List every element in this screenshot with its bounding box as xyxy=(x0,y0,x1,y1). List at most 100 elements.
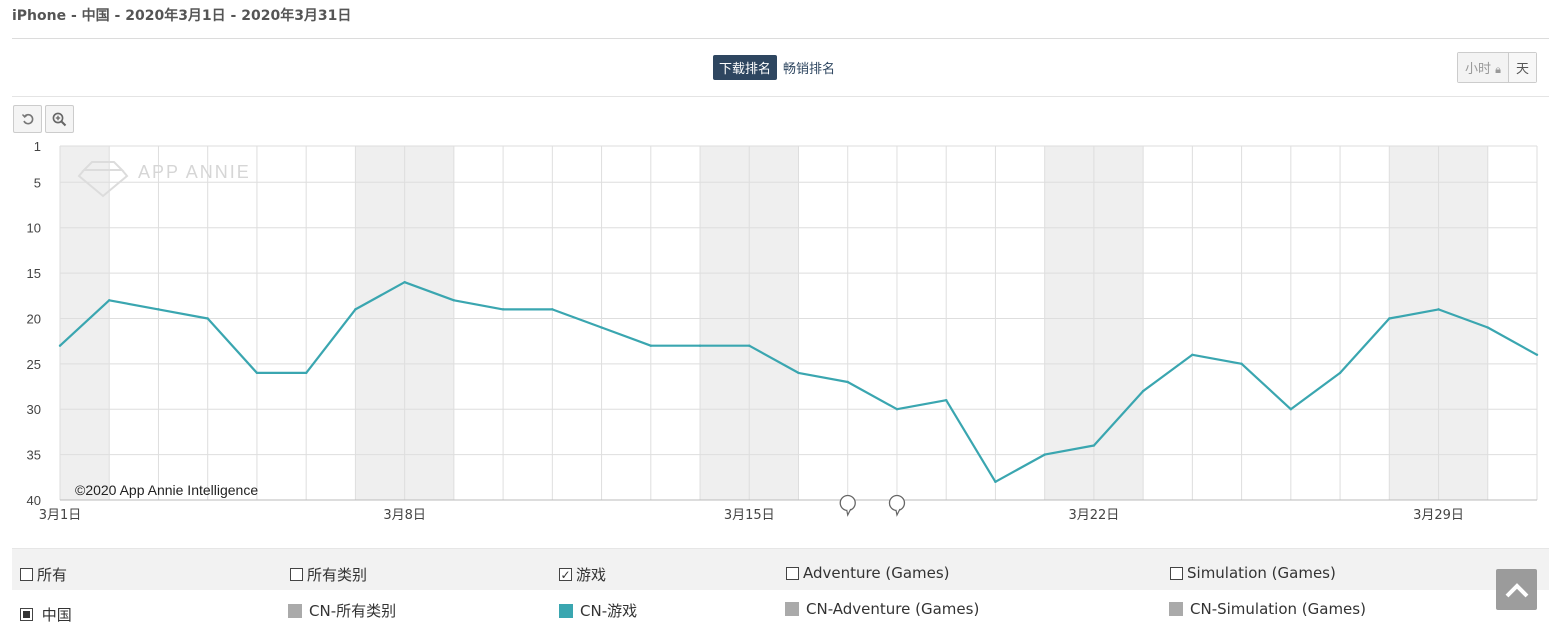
data-point xyxy=(698,344,702,347)
y-tick-label: 25 xyxy=(27,357,41,372)
data-point xyxy=(1092,444,1096,447)
data-point xyxy=(255,371,259,375)
data-point xyxy=(649,344,652,347)
y-tick-label: 40 xyxy=(27,493,41,508)
legend-swatch xyxy=(785,602,799,616)
checkbox[interactable] xyxy=(1170,566,1183,580)
legend-item[interactable]: CN-所有类别 xyxy=(288,600,396,621)
legend-label: CN-Adventure (Games) xyxy=(806,600,980,618)
grossing-rank-tab[interactable]: 畅销排名 xyxy=(783,62,836,77)
day-button[interactable]: 天 xyxy=(1508,53,1537,82)
granularity-toggle: 小时 🔒︎ 天 xyxy=(1457,52,1538,83)
data-point xyxy=(994,480,997,484)
filter-games[interactable]: ✓ 游戏 xyxy=(559,564,606,585)
divider xyxy=(12,96,1549,97)
y-tick-label: 35 xyxy=(27,448,41,463)
filter-simulation[interactable]: Simulation (Games) xyxy=(1170,564,1336,582)
filter-row: 所有 所有类别 ✓ 游戏 Adventure (Games) Simulation… xyxy=(12,548,1549,591)
x-tick-label: 3月22日 xyxy=(1068,508,1119,523)
data-point xyxy=(1289,408,1293,411)
watermark: APP ANNIE xyxy=(77,161,251,198)
data-point xyxy=(1141,389,1145,393)
annotation-marker xyxy=(839,494,856,517)
y-tick-label: 1 xyxy=(34,139,41,154)
lock-icon: 🔒︎ xyxy=(1495,63,1502,76)
data-point xyxy=(1388,317,1391,320)
checkbox[interactable] xyxy=(20,568,33,581)
zoom-button[interactable] xyxy=(45,105,74,133)
hour-button[interactable]: 小时 🔒︎ xyxy=(1458,53,1509,82)
annotation-tail xyxy=(846,508,852,517)
app-annie-logo-icon xyxy=(77,161,129,198)
checkbox[interactable] xyxy=(786,566,799,580)
legend-swatch xyxy=(1169,602,1183,616)
data-point xyxy=(797,371,800,375)
data-point xyxy=(1240,362,1243,366)
y-tick-label: 5 xyxy=(34,175,41,190)
y-tick-label: 10 xyxy=(27,221,41,236)
data-point xyxy=(304,371,308,375)
page-title: iPhone - 中国 - 2020年3月1日 - 2020年3月31日 xyxy=(12,8,352,24)
data-point xyxy=(108,299,111,302)
data-point xyxy=(1191,353,1194,356)
data-point xyxy=(206,317,209,320)
checkbox-checked[interactable]: ✓ xyxy=(559,567,572,582)
y-tick-label: 30 xyxy=(27,402,41,417)
data-point xyxy=(846,380,849,384)
data-point xyxy=(403,280,406,284)
legend-label: CN-游戏 xyxy=(580,602,638,620)
x-tick-label: 3月29日 xyxy=(1413,508,1464,523)
data-point xyxy=(1043,453,1046,456)
legend-label: CN-所有类别 xyxy=(309,602,397,620)
chart-credit: ©2020 App Annie Intelligence xyxy=(75,482,258,498)
filter-simulation-label: Simulation (Games) xyxy=(1187,564,1336,582)
annotation-bubble xyxy=(839,494,856,512)
annotation-bubble xyxy=(888,494,906,512)
filter-adventure[interactable]: Adventure (Games) xyxy=(786,564,950,582)
filter-all-categories[interactable]: 所有类别 xyxy=(290,564,367,585)
divider xyxy=(12,38,1549,39)
country-label: 中国 xyxy=(41,606,72,624)
x-tick-label: 3月8日 xyxy=(383,508,426,523)
country-toggle[interactable]: 中国 xyxy=(20,604,72,625)
data-point xyxy=(58,344,62,347)
filter-games-label: 游戏 xyxy=(576,566,607,584)
x-tick-label: 3月15日 xyxy=(724,508,775,523)
y-tick-label: 20 xyxy=(27,311,41,326)
legend-label: CN-Simulation (Games) xyxy=(1190,600,1366,618)
data-point xyxy=(157,308,160,311)
filter-all-categories-label: 所有类别 xyxy=(307,566,368,584)
checkbox[interactable] xyxy=(290,568,303,581)
y-tick-label: 15 xyxy=(27,266,41,281)
data-point xyxy=(748,344,751,347)
filter-all-label: 所有 xyxy=(37,566,68,584)
legend-swatch xyxy=(288,603,302,618)
data-point xyxy=(1535,353,1539,356)
scroll-top-button[interactable] xyxy=(1496,569,1537,610)
download-rank-tab[interactable]: 下载排名 xyxy=(713,55,778,80)
legend-item[interactable]: CN-游戏 xyxy=(559,600,637,621)
data-point xyxy=(551,308,554,311)
zoom-icon xyxy=(52,112,67,126)
legend-swatch xyxy=(559,603,573,618)
data-point xyxy=(1486,326,1489,329)
x-tick-label: 3月1日 xyxy=(39,508,82,523)
reset-icon xyxy=(21,113,33,125)
legend-item[interactable]: CN-Simulation (Games) xyxy=(1169,600,1366,618)
data-point xyxy=(452,299,456,302)
arrow-up-icon xyxy=(1505,582,1528,597)
filter-all[interactable]: 所有 xyxy=(20,564,67,585)
data-point xyxy=(945,398,948,402)
rank-type-toggle: 下载排名 畅销排名 xyxy=(713,55,841,80)
watermark-text: APP ANNIE xyxy=(138,162,251,182)
annotation-marker xyxy=(888,494,906,517)
checkbox-partial[interactable] xyxy=(20,608,33,621)
legend-item[interactable]: CN-Adventure (Games) xyxy=(785,600,979,618)
filter-adventure-label: Adventure (Games) xyxy=(803,564,950,582)
data-point xyxy=(1338,371,1342,375)
hour-label: 小时 xyxy=(1465,62,1492,77)
data-point xyxy=(501,308,505,311)
data-point xyxy=(895,408,899,411)
reset-zoom-button[interactable] xyxy=(13,105,42,133)
